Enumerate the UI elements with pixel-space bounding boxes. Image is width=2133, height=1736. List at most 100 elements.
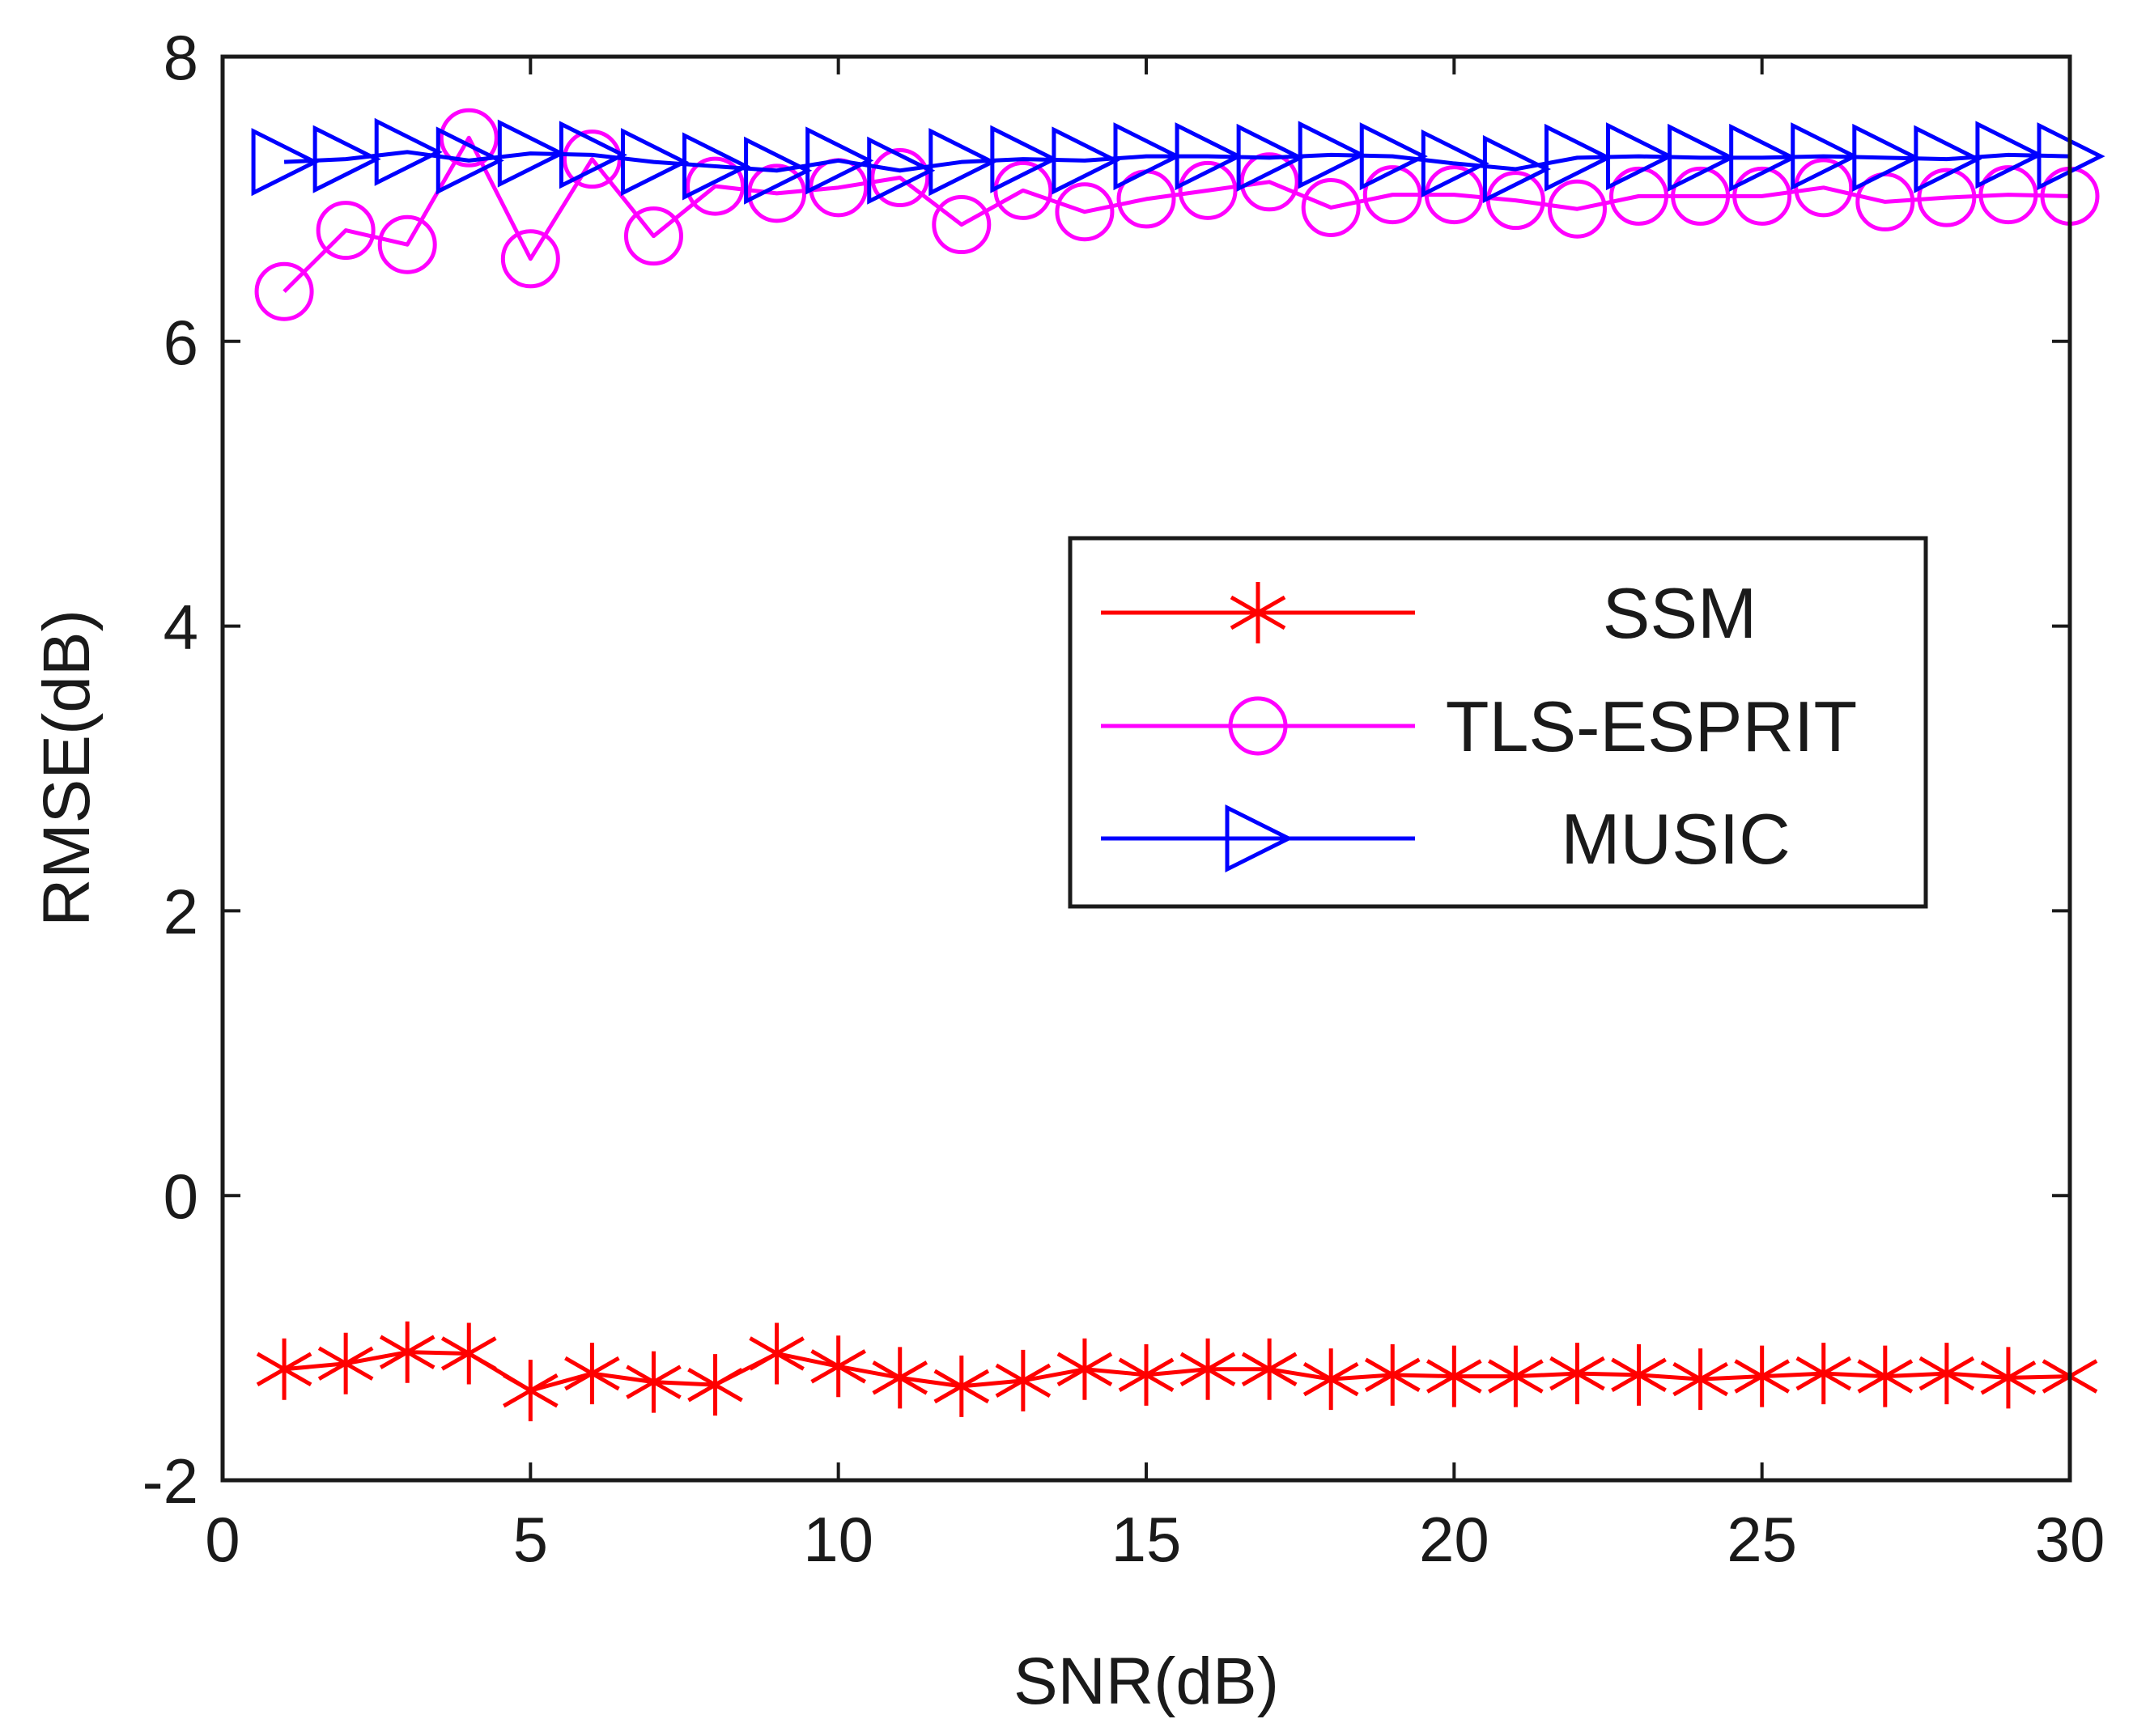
data-point-ssm (1857, 1345, 1914, 1407)
legend-marker-music (1225, 804, 1294, 873)
data-point-tls-esprit (377, 214, 437, 274)
data-point-music (1113, 122, 1182, 191)
data-point-tls-esprit (1301, 177, 1361, 237)
y-tick-label: 6 (164, 307, 198, 378)
data-point-music (744, 136, 813, 205)
x-tick-label: 30 (2035, 1504, 2105, 1575)
data-point-music (1052, 126, 1120, 195)
data-point-music (374, 117, 443, 186)
x-tick-label: 15 (1111, 1504, 1182, 1575)
x-axis-title: SNR(dB) (1013, 1645, 1279, 1718)
data-point-tls-esprit (254, 261, 314, 321)
series-music (251, 117, 2105, 205)
data-point-ssm (626, 1351, 682, 1413)
data-point-tls-esprit (500, 229, 560, 289)
data-point-music (1482, 134, 1551, 204)
plot-frame (220, 54, 2072, 1483)
data-point-tls-esprit (1732, 166, 1792, 226)
y-axis-title: RMSE(dB) (30, 609, 104, 927)
data-point-music (1914, 125, 1982, 193)
data-point-ssm (564, 1343, 620, 1405)
data-point-tls-esprit (1055, 182, 1115, 242)
data-point-music (1175, 122, 1243, 191)
data-point-music (559, 121, 627, 189)
y-tick-label: -2 (142, 1445, 198, 1517)
legend-box (1068, 536, 1928, 909)
data-point-ssm (317, 1332, 374, 1394)
data-point-tls-esprit (1178, 160, 1238, 220)
data-point-ssm (503, 1360, 559, 1422)
data-point-ssm (810, 1335, 866, 1398)
data-point-ssm (1364, 1343, 1421, 1406)
x-tick-label: 0 (205, 1504, 240, 1575)
data-point-ssm (1918, 1343, 1975, 1405)
data-point-ssm (749, 1322, 805, 1385)
data-point-ssm (1734, 1345, 1790, 1407)
x-tick-label: 25 (1727, 1504, 1797, 1575)
data-point-music (1236, 123, 1305, 192)
legend-item-tls-esprit: TLS-ESPRIT (1101, 686, 1857, 766)
data-point-ssm (933, 1355, 990, 1417)
x-tick-label: 20 (1419, 1504, 1489, 1575)
x-tick-label: 10 (803, 1504, 873, 1575)
data-point-ssm (1179, 1338, 1236, 1400)
data-point-ssm (1302, 1348, 1359, 1411)
data-point-tls-esprit (1671, 166, 1731, 226)
data-point-ssm (1241, 1338, 1298, 1400)
data-point-music (1359, 122, 1428, 191)
y-tick-label: 8 (164, 22, 198, 93)
data-point-music (312, 125, 381, 193)
legend-item-ssm: SSM (1101, 573, 1757, 653)
data-point-music (251, 128, 320, 197)
data-point-music (1298, 121, 1366, 189)
data-point-music (1791, 122, 1859, 191)
legend-marker-tls-esprit (1228, 696, 1288, 756)
data-point-tls-esprit (686, 156, 746, 216)
data-point-tls-esprit (870, 148, 930, 208)
data-point-music (1421, 129, 1489, 197)
y-tick-label: 0 (164, 1161, 198, 1232)
data-point-tls-esprit (623, 206, 683, 266)
data-point-tls-esprit (1609, 166, 1669, 226)
legend: SSM TLS-ESPRIT MUSIC (1068, 536, 1928, 909)
data-point-tls-esprit (439, 108, 499, 168)
data-point-ssm (995, 1349, 1052, 1411)
data-point-ssm (1118, 1343, 1175, 1406)
y-tick-label: 4 (164, 592, 198, 663)
data-point-music (867, 136, 936, 205)
data-point-ssm (1549, 1343, 1605, 1405)
data-point-ssm (1056, 1338, 1113, 1400)
data-point-ssm (1426, 1345, 1482, 1407)
data-point-ssm (1980, 1347, 2037, 1409)
legend-label-music: MUSIC (1561, 799, 1791, 879)
data-point-music (620, 128, 690, 197)
data-point-music (682, 132, 751, 201)
data-point-ssm (872, 1347, 928, 1409)
data-point-ssm (440, 1322, 497, 1385)
data-point-ssm (1611, 1343, 1667, 1406)
data-point-music (1975, 121, 2044, 189)
legend-entries: SSM TLS-ESPRIT MUSIC (1101, 573, 1857, 879)
data-point-music (1729, 123, 1798, 192)
x-tick-label: 5 (513, 1504, 548, 1575)
data-point-tls-esprit (1362, 165, 1422, 225)
data-point-tls-esprit (1239, 152, 1299, 212)
data-point-music (928, 128, 997, 197)
data-point-ssm (256, 1338, 312, 1400)
y-tick-label: 2 (164, 876, 198, 947)
data-point-tls-esprit (747, 163, 807, 223)
legend-label-ssm: SSM (1603, 573, 1757, 653)
data-point-music (1544, 123, 1613, 192)
legend-marker-ssm (1230, 582, 1286, 643)
legend-item-music: MUSIC (1101, 799, 1791, 879)
data-point-tls-esprit (1547, 179, 1607, 239)
data-point-music (1606, 122, 1675, 191)
legend-label-tls-esprit: TLS-ESPRIT (1446, 686, 1858, 766)
data-point-ssm (379, 1321, 436, 1383)
data-point-tls-esprit (1917, 168, 1977, 227)
data-point-tls-esprit (932, 195, 992, 255)
data-point-ssm (687, 1354, 743, 1416)
data-point-ssm (1795, 1343, 1852, 1405)
